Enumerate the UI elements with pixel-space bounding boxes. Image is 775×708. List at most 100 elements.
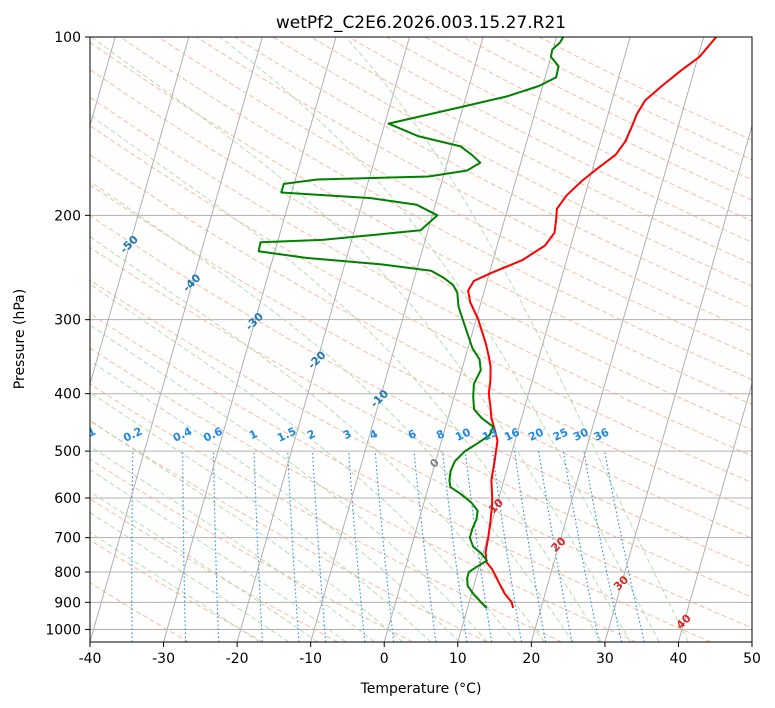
mixing-ratio-label: 4 bbox=[367, 427, 380, 442]
mixing-ratio-label: 1 bbox=[247, 427, 259, 442]
dry-adiabat bbox=[310, 37, 752, 265]
mixing-ratio-label: 20 bbox=[526, 425, 546, 443]
isotherm-label: 10 bbox=[486, 496, 506, 516]
moist-adiabat bbox=[90, 511, 289, 642]
y-tick-label: 100 bbox=[54, 30, 81, 46]
x-tick-label: 50 bbox=[743, 651, 761, 667]
dry-adiabat bbox=[348, 37, 752, 243]
dry-adiabat bbox=[234, 37, 752, 310]
dry-adiabat bbox=[538, 37, 752, 141]
mixing-ratio-line bbox=[348, 451, 366, 642]
isotherms bbox=[90, 37, 752, 642]
y-tick-label: 1000 bbox=[45, 622, 81, 638]
dry-adiabat bbox=[90, 215, 752, 568]
isotherm-label: -40 bbox=[180, 271, 203, 294]
mixing-ratio-label: 0.2 bbox=[121, 425, 144, 445]
x-tick-label: 0 bbox=[380, 651, 389, 667]
x-tick-label: 40 bbox=[670, 651, 688, 667]
moist-adiabat bbox=[90, 469, 347, 642]
isotherm-label: -10 bbox=[368, 387, 391, 410]
dry-adiabat bbox=[500, 37, 752, 161]
moist-adiabat bbox=[90, 445, 375, 642]
moist-adiabat bbox=[219, 37, 660, 642]
dry-adiabat bbox=[90, 41, 752, 406]
isotherm-line bbox=[90, 37, 190, 386]
mixing-ratio-label: 10 bbox=[453, 425, 473, 443]
mixing-ratio-label: 30 bbox=[571, 425, 591, 443]
mixing-ratio-label: 6 bbox=[406, 427, 419, 442]
moist-adiabat bbox=[91, 37, 631, 642]
moist-adiabat bbox=[90, 180, 574, 642]
dry-adiabats bbox=[90, 37, 752, 642]
y-axis-ticks: 100 200 300 400 500 600 700 800 900 1000 bbox=[45, 30, 90, 638]
dry-adiabat bbox=[90, 420, 488, 642]
dry-adiabat bbox=[90, 184, 752, 539]
y-tick-label: 700 bbox=[54, 531, 81, 547]
dry-adiabat bbox=[90, 279, 752, 629]
moist-adiabat bbox=[90, 491, 318, 642]
isotherm-line bbox=[90, 37, 263, 642]
mixing-ratio-line bbox=[562, 451, 600, 642]
dry-adiabat bbox=[90, 582, 189, 642]
dry-adiabat bbox=[90, 68, 752, 431]
mixing-ratio-line bbox=[287, 451, 300, 642]
mixing-ratio-line bbox=[82, 451, 86, 642]
mixing-ratio-label: 0.6 bbox=[201, 425, 224, 445]
moist-adiabat bbox=[90, 531, 261, 642]
plot-frame bbox=[89, 36, 753, 643]
dry-adiabat bbox=[424, 37, 752, 201]
y-tick-label: 200 bbox=[54, 208, 81, 224]
sounding-series bbox=[257, 37, 717, 609]
isotherm-line bbox=[677, 381, 752, 642]
isotherm-label: 40 bbox=[674, 612, 694, 632]
dry-adiabat bbox=[90, 96, 752, 457]
mixing-ratio-line bbox=[441, 451, 468, 642]
isotherm-line bbox=[604, 123, 752, 642]
temperature-profile-line bbox=[467, 37, 717, 609]
x-axis-label: Temperature (°C) bbox=[360, 681, 482, 697]
mixing-ratio-line bbox=[131, 451, 134, 642]
moist-adiabats bbox=[90, 37, 689, 642]
dry-adiabat bbox=[158, 37, 752, 357]
isotherm-label: -20 bbox=[305, 348, 328, 371]
moist-adiabat bbox=[90, 360, 460, 642]
x-tick-label: -40 bbox=[79, 651, 102, 667]
dry-adiabat bbox=[90, 125, 752, 484]
moist-adiabat bbox=[345, 37, 689, 642]
moist-adiabat bbox=[90, 236, 545, 642]
mixing-ratio-line bbox=[491, 451, 523, 642]
background-grid bbox=[90, 37, 752, 630]
y-tick-label: 400 bbox=[54, 387, 81, 403]
mixing-ratio-label: 16 bbox=[502, 425, 522, 443]
isotherm-label: -30 bbox=[243, 310, 266, 333]
mixing-ratio-label: 2 bbox=[305, 427, 317, 442]
mixing-ratio-label: 36 bbox=[592, 425, 612, 443]
isotherm-label: 30 bbox=[611, 573, 631, 593]
isotherm-label: -50 bbox=[118, 233, 141, 256]
mixing-ratio-label: 1.5 bbox=[275, 425, 298, 445]
y-tick-label: 300 bbox=[54, 313, 81, 329]
y-tick-label: 600 bbox=[54, 491, 81, 507]
isotherm-line bbox=[236, 37, 410, 642]
dewpoint-profile-line bbox=[257, 37, 565, 609]
dry-adiabat bbox=[462, 37, 752, 181]
mixing-ratio-line bbox=[604, 451, 645, 642]
dry-adiabat bbox=[90, 458, 413, 642]
isotherm-line bbox=[751, 640, 752, 642]
isotherm-line bbox=[457, 37, 631, 642]
moist-adiabat bbox=[90, 391, 432, 642]
mixing-ratio-line bbox=[374, 451, 395, 642]
y-tick-label: 800 bbox=[54, 565, 81, 581]
mixing-ratio-line bbox=[413, 451, 437, 642]
mixing-ratio-label: 13 bbox=[480, 426, 499, 444]
isotherm-line bbox=[163, 37, 337, 642]
dry-adiabat bbox=[120, 37, 752, 381]
dry-adiabat bbox=[90, 539, 264, 642]
mixing-ratio-label: 25 bbox=[551, 426, 570, 444]
chart-title: wetPf2_C2E6.2026.003.15.27.R21 bbox=[276, 13, 566, 33]
x-tick-label: -10 bbox=[299, 651, 322, 667]
x-tick-label: 10 bbox=[449, 651, 467, 667]
mixing-ratio-line bbox=[464, 451, 493, 642]
